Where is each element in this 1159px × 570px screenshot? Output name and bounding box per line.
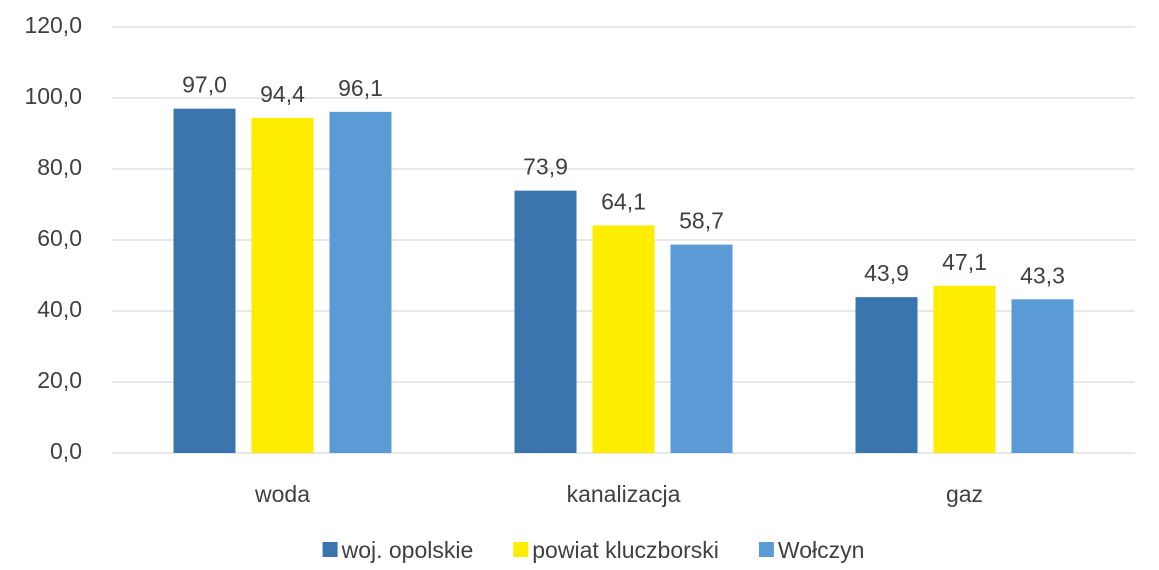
y-tick-label: 100,0	[24, 83, 82, 109]
x-tick-label: kanalizacja	[567, 481, 681, 507]
bar	[592, 225, 655, 453]
legend-label: powiat kluczborski	[532, 537, 719, 563]
data-label: 43,9	[864, 260, 909, 286]
x-tick-label: woda	[254, 481, 310, 507]
bar	[670, 244, 733, 453]
y-tick-label: 40,0	[37, 296, 82, 322]
y-tick-label: 0,0	[50, 438, 82, 464]
bar	[1011, 299, 1074, 453]
data-label: 43,3	[1020, 262, 1065, 288]
legend-marker	[758, 542, 774, 557]
bar	[933, 285, 996, 453]
y-tick-label: 20,0	[37, 367, 82, 393]
legend-label: Wołczyn	[778, 537, 865, 563]
bar	[514, 190, 577, 453]
y-tick-label: 80,0	[37, 154, 82, 180]
data-label: 94,4	[260, 81, 305, 107]
data-label: 58,7	[679, 208, 724, 234]
y-tick-label: 60,0	[37, 225, 82, 251]
bar	[329, 111, 392, 453]
x-tick-label: gaz	[946, 481, 983, 507]
legend-label: woj. opolskie	[341, 537, 474, 563]
legend-marker	[322, 542, 338, 557]
data-label: 64,1	[601, 189, 646, 215]
data-label: 96,1	[338, 75, 383, 101]
legend-marker	[513, 542, 529, 557]
y-tick-label: 120,0	[24, 12, 82, 38]
bar	[251, 117, 314, 453]
bar	[173, 108, 236, 454]
data-label: 73,9	[523, 154, 568, 180]
data-label: 97,0	[182, 72, 227, 98]
data-label: 47,1	[942, 249, 987, 275]
bar	[855, 297, 918, 453]
